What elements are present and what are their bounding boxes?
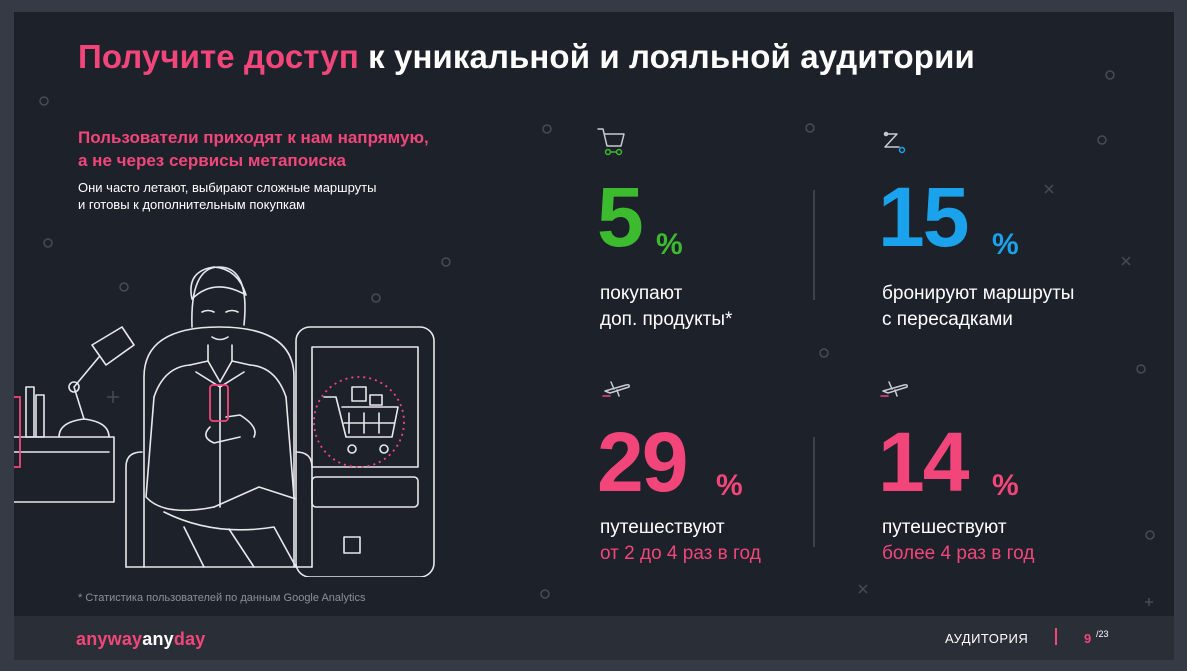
- stat-label-trips-2-4: путешествуют от 2 до 4 раз в год: [600, 515, 761, 567]
- page-number-current: 9: [1084, 631, 1092, 646]
- subtitle-line1: Пользователи приходят к нам напрямую,: [78, 128, 429, 147]
- stat-label-trips-2-4-line2: от 2 до 4 раз в год: [600, 543, 761, 564]
- subtitle: Пользователи приходят к нам напрямую, а …: [78, 126, 429, 172]
- description-line2: и готовы к дополнительным покупкам: [78, 197, 306, 212]
- person-with-phone-illustration: [14, 266, 435, 577]
- stat-unit-trips-4-plus: %: [992, 469, 1019, 502]
- page-title: Получите доступ к уникальной и лояльной …: [78, 38, 975, 76]
- stat-unit-trips-2-4: %: [716, 469, 743, 502]
- footer-separator: [1055, 628, 1057, 645]
- cart-icon: [597, 128, 625, 156]
- stat-label-trips-4-plus-line2: более 4 раз в год: [882, 543, 1035, 564]
- slide: Получите доступ к уникальной и лояльной …: [14, 12, 1174, 660]
- stat-label-products-line1: покупают: [600, 283, 683, 304]
- footer: anywayanyday АУДИТОРИЯ 9 /23: [14, 616, 1174, 660]
- plane-icon: [880, 381, 908, 397]
- stat-number-routes: 15: [878, 170, 969, 264]
- title-rest: к уникальной и лояльной аудитории: [358, 38, 975, 75]
- logo-part1: anyway: [76, 629, 143, 649]
- description: Они часто летают, выбирают сложные маршр…: [78, 179, 376, 213]
- stat-label-routes-line2: с пересадками: [882, 309, 1013, 330]
- stat-label-routes: бронируют маршруты с пересадками: [882, 281, 1074, 333]
- background-decoration: [39, 70, 1155, 606]
- stat-unit-products: %: [656, 228, 683, 261]
- stat-number-trips-2-4: 29: [597, 415, 688, 509]
- description-line1: Они часто летают, выбирают сложные маршр…: [78, 180, 377, 195]
- logo: anywayanyday: [76, 629, 206, 650]
- logo-part2: any: [142, 629, 174, 649]
- vertical-divider-bottom: [813, 437, 815, 547]
- stat-label-routes-line1: бронируют маршруты: [882, 283, 1075, 304]
- route-icon: [883, 131, 906, 154]
- stat-unit-routes: %: [992, 228, 1019, 261]
- footnote: * Статистика пользователей по данным Goo…: [78, 592, 366, 604]
- plane-icon: [602, 381, 630, 397]
- logo-part3: day: [173, 629, 206, 649]
- section-label: АУДИТОРИЯ: [945, 631, 1029, 646]
- subtitle-line2: а не через сервисы метапоиска: [78, 151, 346, 170]
- stat-label-trips-4-plus: путешествуют более 4 раз в год: [882, 515, 1034, 567]
- stat-number-trips-4-plus: 14: [878, 415, 969, 509]
- stat-label-products-line2: доп. продукты*: [600, 309, 733, 330]
- title-accent: Получите доступ: [78, 38, 359, 75]
- vertical-divider-top: [813, 190, 815, 300]
- stat-label-trips-4-plus-line1: путешествуют: [882, 517, 1007, 538]
- page-number-total: /23: [1096, 629, 1109, 639]
- stat-number-products: 5: [597, 170, 644, 264]
- stat-label-trips-2-4-line1: путешествуют: [600, 517, 725, 538]
- stat-label-products: покупают доп. продукты*: [600, 281, 732, 333]
